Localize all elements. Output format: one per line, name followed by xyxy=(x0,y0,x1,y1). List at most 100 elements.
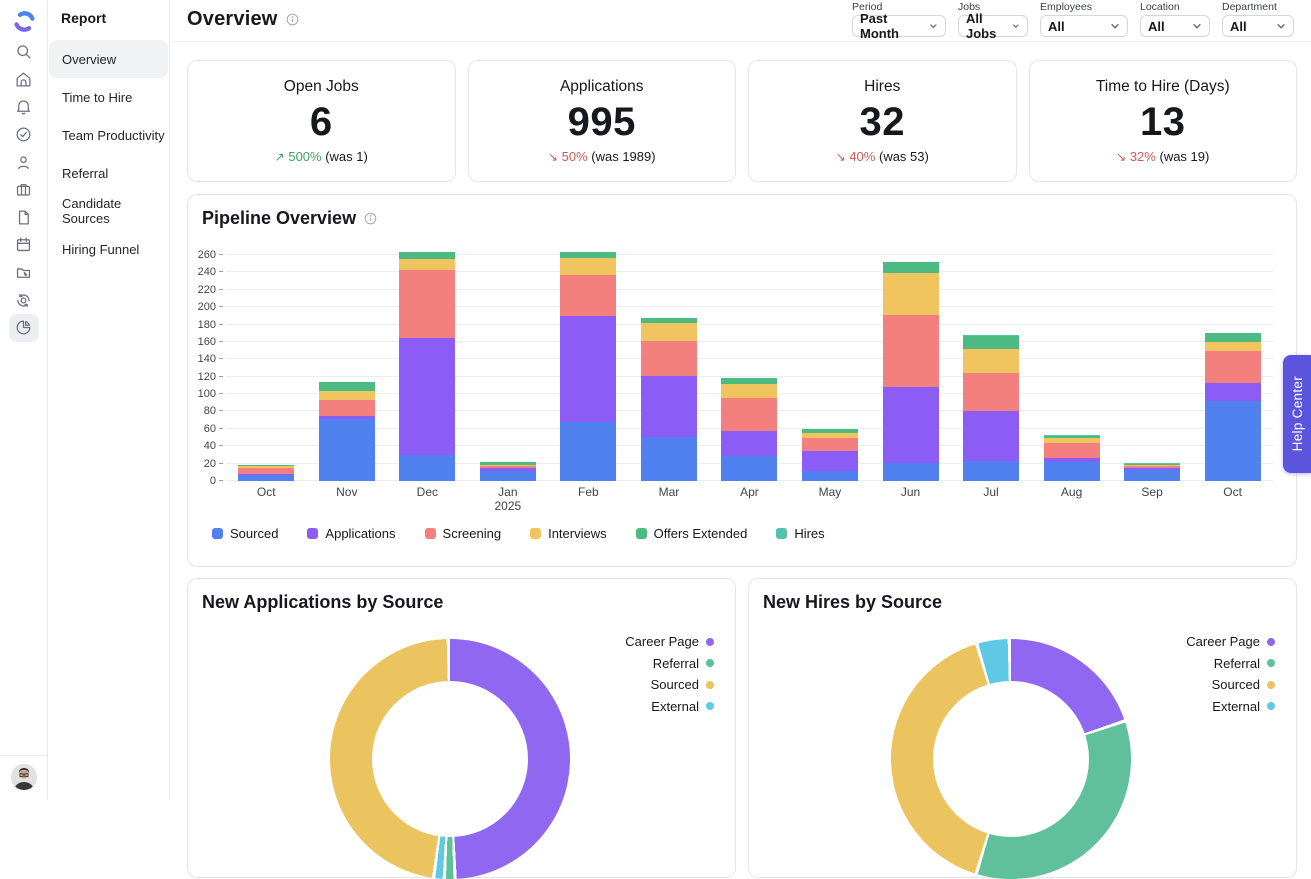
legend-item-screening[interactable]: Screening xyxy=(424,526,501,541)
menu-item-referral[interactable]: Referral xyxy=(62,165,109,181)
donut-legend-item-sourced[interactable]: Sourced xyxy=(625,677,714,692)
bar-segment-offers-extended[interactable] xyxy=(479,461,536,465)
donut-legend-item-external[interactable]: External xyxy=(625,699,714,714)
notifications-icon[interactable] xyxy=(9,93,39,121)
jobs-select[interactable]: All Jobs xyxy=(958,11,1028,41)
bar-segment-sourced[interactable] xyxy=(399,454,456,481)
period-select[interactable]: Past Month xyxy=(852,11,946,41)
bar-segment-sourced[interactable] xyxy=(560,421,617,481)
legend-item-sourced[interactable]: Sourced xyxy=(212,526,278,541)
bar-segment-applications[interactable] xyxy=(963,411,1020,462)
automations-icon[interactable] xyxy=(9,286,39,314)
bar-segment-interviews[interactable] xyxy=(1043,437,1100,443)
bar-segment-applications[interactable] xyxy=(479,467,536,471)
department-select[interactable]: All xyxy=(1222,15,1294,37)
bar-segment-screening[interactable] xyxy=(560,275,617,316)
bar-segment-interviews[interactable] xyxy=(1124,465,1181,467)
bar-segment-offers-extended[interactable] xyxy=(399,251,456,259)
bar-segment-sourced[interactable] xyxy=(882,462,939,481)
bar-segment-sourced[interactable] xyxy=(479,470,536,481)
menu-item-candidate-sources[interactable]: Candidate Sources xyxy=(62,196,122,226)
legend-item-offers-extended[interactable]: Offers Extended xyxy=(635,526,747,541)
bar-segment-interviews[interactable] xyxy=(238,466,295,468)
bar-segment-offers-extended[interactable] xyxy=(963,335,1020,349)
bar-segment-hires[interactable] xyxy=(963,335,1020,336)
bar-segment-applications[interactable] xyxy=(1204,382,1261,402)
documents-icon[interactable] xyxy=(9,204,39,232)
help-center-button[interactable]: Help Center xyxy=(1283,355,1311,473)
menu-item-team-productivity[interactable]: Team Productivity xyxy=(62,127,165,143)
bar-segment-interviews[interactable] xyxy=(882,273,939,315)
bar-segment-offers-extended[interactable] xyxy=(238,465,295,467)
donut-legend-item-career-page[interactable]: Career Page xyxy=(1186,634,1275,649)
bar-segment-screening[interactable] xyxy=(963,373,1020,412)
bar-segment-interviews[interactable] xyxy=(479,464,536,467)
bar-segment-interviews[interactable] xyxy=(318,390,375,401)
bar-segment-applications[interactable] xyxy=(238,474,295,475)
bar-segment-interviews[interactable] xyxy=(560,257,617,276)
bar-segment-sourced[interactable] xyxy=(1204,401,1261,481)
legend-item-interviews[interactable]: Interviews xyxy=(530,526,607,541)
bar-segment-screening[interactable] xyxy=(238,467,295,475)
bar-segment-hires[interactable] xyxy=(1043,434,1100,436)
bar-segment-sourced[interactable] xyxy=(963,461,1020,481)
bar-segment-offers-extended[interactable] xyxy=(801,428,858,434)
bar-segment-applications[interactable] xyxy=(801,451,858,472)
bar-segment-interviews[interactable] xyxy=(963,348,1020,374)
info-icon[interactable] xyxy=(285,12,300,27)
bar-segment-interviews[interactable] xyxy=(1204,341,1261,351)
bar-segment-offers-extended[interactable] xyxy=(560,251,617,258)
bar-segment-sourced[interactable] xyxy=(1124,469,1181,481)
bar-segment-applications[interactable] xyxy=(721,431,778,456)
bar-segment-applications[interactable] xyxy=(399,337,456,455)
bar-segment-screening[interactable] xyxy=(1043,442,1100,459)
info-icon[interactable] xyxy=(363,211,378,226)
bar-segment-screening[interactable] xyxy=(1204,350,1261,383)
hires-donut-chart[interactable] xyxy=(891,639,1131,879)
review-icon[interactable] xyxy=(9,259,39,287)
legend-item-hires[interactable]: Hires xyxy=(776,526,825,541)
bar-segment-interviews[interactable] xyxy=(399,258,456,270)
bar-segment-applications[interactable] xyxy=(882,387,939,463)
applications-donut-chart[interactable] xyxy=(330,639,570,879)
reports-icon[interactable] xyxy=(8,313,39,342)
user-avatar[interactable] xyxy=(11,764,37,790)
bar-segment-offers-extended[interactable] xyxy=(1043,435,1100,438)
bar-segment-offers-extended[interactable] xyxy=(1204,333,1261,342)
menu-item-hiring-funnel[interactable]: Hiring Funnel xyxy=(62,241,140,257)
donut-legend-item-external[interactable]: External xyxy=(1186,699,1275,714)
menu-item-time-to-hire[interactable]: Time to Hire xyxy=(62,89,133,105)
employees-select[interactable]: All xyxy=(1040,15,1128,37)
bar-segment-applications[interactable] xyxy=(318,415,375,420)
bar-segment-offers-extended[interactable] xyxy=(640,318,697,323)
bar-segment-applications[interactable] xyxy=(1124,467,1181,470)
bar-segment-interviews[interactable] xyxy=(640,322,697,342)
donut-legend-item-career-page[interactable]: Career Page xyxy=(625,634,714,649)
bar-segment-screening[interactable] xyxy=(1124,466,1181,468)
bar-segment-interviews[interactable] xyxy=(721,383,778,399)
donut-legend-item-sourced[interactable]: Sourced xyxy=(1186,677,1275,692)
menu-item-overview[interactable]: Overview xyxy=(49,40,168,78)
search-icon[interactable] xyxy=(9,38,39,66)
donut-legend-item-referral[interactable]: Referral xyxy=(625,656,714,671)
legend-item-applications[interactable]: Applications xyxy=(307,526,396,541)
bar-segment-offers-extended[interactable] xyxy=(721,378,778,384)
bar-segment-applications[interactable] xyxy=(1043,458,1100,462)
bar-segment-screening[interactable] xyxy=(721,398,778,432)
bar-segment-interviews[interactable] xyxy=(801,433,858,438)
bar-segment-screening[interactable] xyxy=(882,315,939,388)
bar-segment-screening[interactable] xyxy=(399,269,456,338)
candidates-icon[interactable] xyxy=(9,148,39,176)
bar-segment-sourced[interactable] xyxy=(721,455,778,481)
bar-segment-applications[interactable] xyxy=(560,315,617,422)
jobs-icon[interactable] xyxy=(9,176,39,204)
bar-segment-sourced[interactable] xyxy=(238,474,295,481)
donut-legend-item-referral[interactable]: Referral xyxy=(1186,656,1275,671)
bar-segment-screening[interactable] xyxy=(801,437,858,452)
bar-segment-sourced[interactable] xyxy=(1043,461,1100,481)
home-icon[interactable] xyxy=(9,66,39,94)
bar-segment-sourced[interactable] xyxy=(318,419,375,481)
bar-segment-offers-extended[interactable] xyxy=(1124,463,1181,466)
bar-segment-hires[interactable] xyxy=(1124,462,1181,464)
location-select[interactable]: All xyxy=(1140,15,1210,37)
